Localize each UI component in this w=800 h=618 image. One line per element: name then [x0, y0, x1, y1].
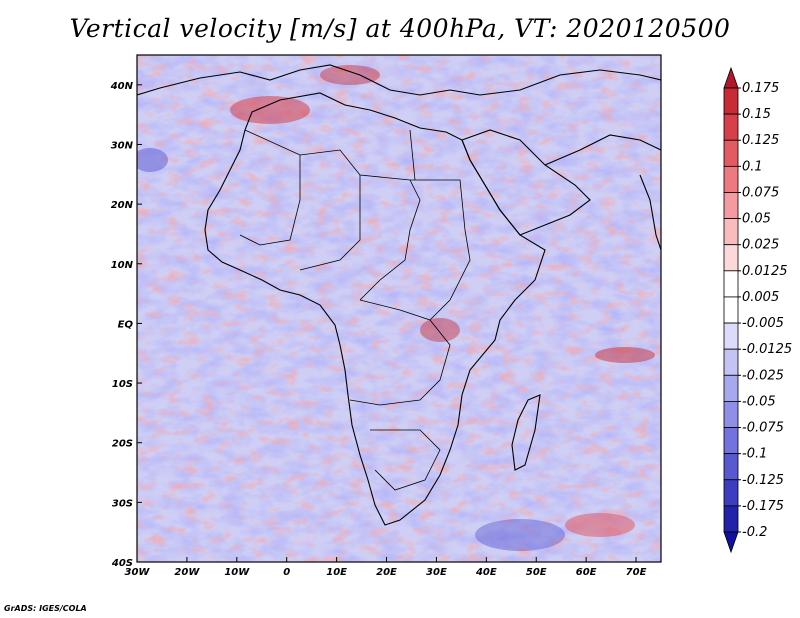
colorbar-box	[723, 113, 739, 141]
credit-text: GrADS: IGES/COLA	[4, 604, 87, 613]
lon-tick-label: 20W	[174, 567, 200, 578]
colorbar-box	[723, 139, 739, 167]
colorbar-label: 0.125	[742, 133, 779, 148]
colorbar-box	[723, 453, 739, 481]
colorbar-label: 0.005	[742, 290, 779, 305]
colorbar-box	[723, 270, 739, 298]
colorbar-label: 0.1	[742, 159, 763, 174]
colorbar-box	[723, 505, 739, 533]
lon-tick-label: 70E	[626, 567, 647, 578]
lon-tick-label: 20E	[376, 567, 397, 578]
lon-tick-label: 40E	[475, 567, 497, 578]
lon-tick-label: 30E	[426, 567, 447, 578]
lon-tick-label: 30W	[125, 567, 151, 578]
colorbar-box	[723, 218, 739, 246]
colorbar-label: -0.075	[742, 421, 784, 436]
plot-frame	[136, 54, 662, 563]
colorbar-label: -0.025	[742, 368, 784, 383]
lat-tick-label: EQ	[118, 319, 134, 330]
colorbar-box	[723, 87, 739, 115]
colorbar-label: 0.175	[742, 81, 779, 96]
colorbar-box	[723, 192, 739, 219]
colorbar-label: -0.005	[742, 316, 784, 331]
colorbar-label: -0.1	[742, 447, 767, 462]
colorbar-top-arrow	[723, 66, 739, 89]
colorbar-label: -0.05	[742, 394, 776, 409]
lat-tick-label: 40S	[111, 558, 133, 569]
coastlines	[137, 64, 661, 526]
colorbar-label: 0.025	[742, 238, 779, 253]
colorbar-label: 0.075	[742, 185, 779, 200]
velocity-field	[137, 55, 661, 562]
colorbar-label: -0.0125	[742, 342, 792, 357]
lat-tick-label: 30N	[111, 140, 134, 151]
colorbar-box	[723, 479, 739, 507]
colorbar-box	[723, 244, 739, 272]
lon-tick-label: 10W	[224, 567, 250, 578]
lon-tick-label: 50E	[526, 567, 547, 578]
lon-tick-label: 60E	[576, 567, 597, 578]
lat-tick-label: 20N	[111, 200, 134, 211]
plot-title: Vertical velocity [m/s] at 400hPa, VT: 2…	[69, 14, 731, 43]
lon-tick-label: 0	[283, 567, 290, 578]
lat-tick-label: 10S	[112, 379, 133, 390]
colorbar-label: -0.175	[742, 499, 784, 514]
lat-tick-label: 40N	[110, 81, 134, 92]
colorbar-box	[723, 348, 739, 376]
colorbar-label: -0.125	[742, 473, 784, 488]
colorbar-label: 0.15	[742, 107, 771, 122]
lat-tick-label: 10N	[111, 260, 134, 271]
colorbar: 0.175 0.15 0.125 0.1 0.075 0.05 0.025 0.0125 0.0…	[723, 66, 792, 554]
lon-tick-label: 10E	[326, 567, 347, 578]
colorbar-label: 0.05	[742, 212, 771, 227]
colorbar-box	[723, 296, 739, 324]
colorbar-box	[723, 374, 739, 402]
colorbar-box	[723, 165, 739, 193]
colorbar-box	[723, 401, 739, 428]
lat-tick-label: 30S	[112, 498, 133, 509]
colorbar-bottom-arrow	[723, 531, 739, 554]
colorbar-label: -0.2	[742, 525, 767, 540]
colorbar-label: 0.0125	[742, 264, 788, 279]
colorbar-box	[723, 322, 739, 350]
lat-tick-label: 20S	[112, 439, 133, 450]
colorbar-box	[723, 427, 739, 455]
